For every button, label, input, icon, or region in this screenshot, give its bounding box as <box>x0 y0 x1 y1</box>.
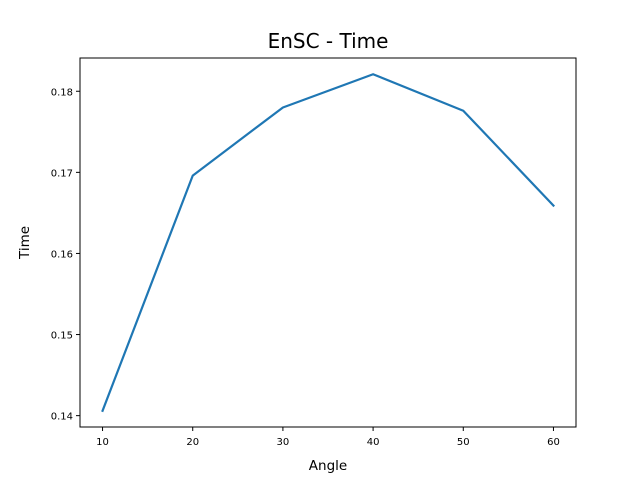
y-tick-label: 0.14 <box>51 412 73 423</box>
plot-area <box>101 73 556 413</box>
x-tick-label: 60 <box>547 437 560 448</box>
y-tick-label: 0.16 <box>51 249 73 260</box>
y-tick-label: 0.15 <box>51 331 73 342</box>
x-tick-label: 30 <box>277 437 290 448</box>
x-axis-label: Angle <box>309 458 347 474</box>
y-axis-label: Time <box>17 226 33 260</box>
tick-group: 10 20 30 40 50 60 0.14 0.15 0.16 0.17 0.18 <box>51 87 560 448</box>
x-tick-label: 10 <box>96 437 109 448</box>
y-tick-label: 0.17 <box>51 168 73 179</box>
x-tick-label: 40 <box>367 437 380 448</box>
series-line <box>101 73 556 413</box>
x-tick-label: 50 <box>457 437 470 448</box>
x-tick-label: 20 <box>186 437 199 448</box>
y-tick-label: 0.18 <box>51 87 73 98</box>
chart-title: EnSC - Time <box>268 29 389 53</box>
axes-frame <box>79 57 577 428</box>
